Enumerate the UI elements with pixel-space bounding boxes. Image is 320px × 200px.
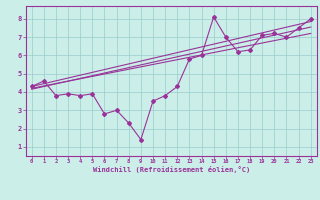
X-axis label: Windchill (Refroidissement éolien,°C): Windchill (Refroidissement éolien,°C): [92, 166, 250, 173]
